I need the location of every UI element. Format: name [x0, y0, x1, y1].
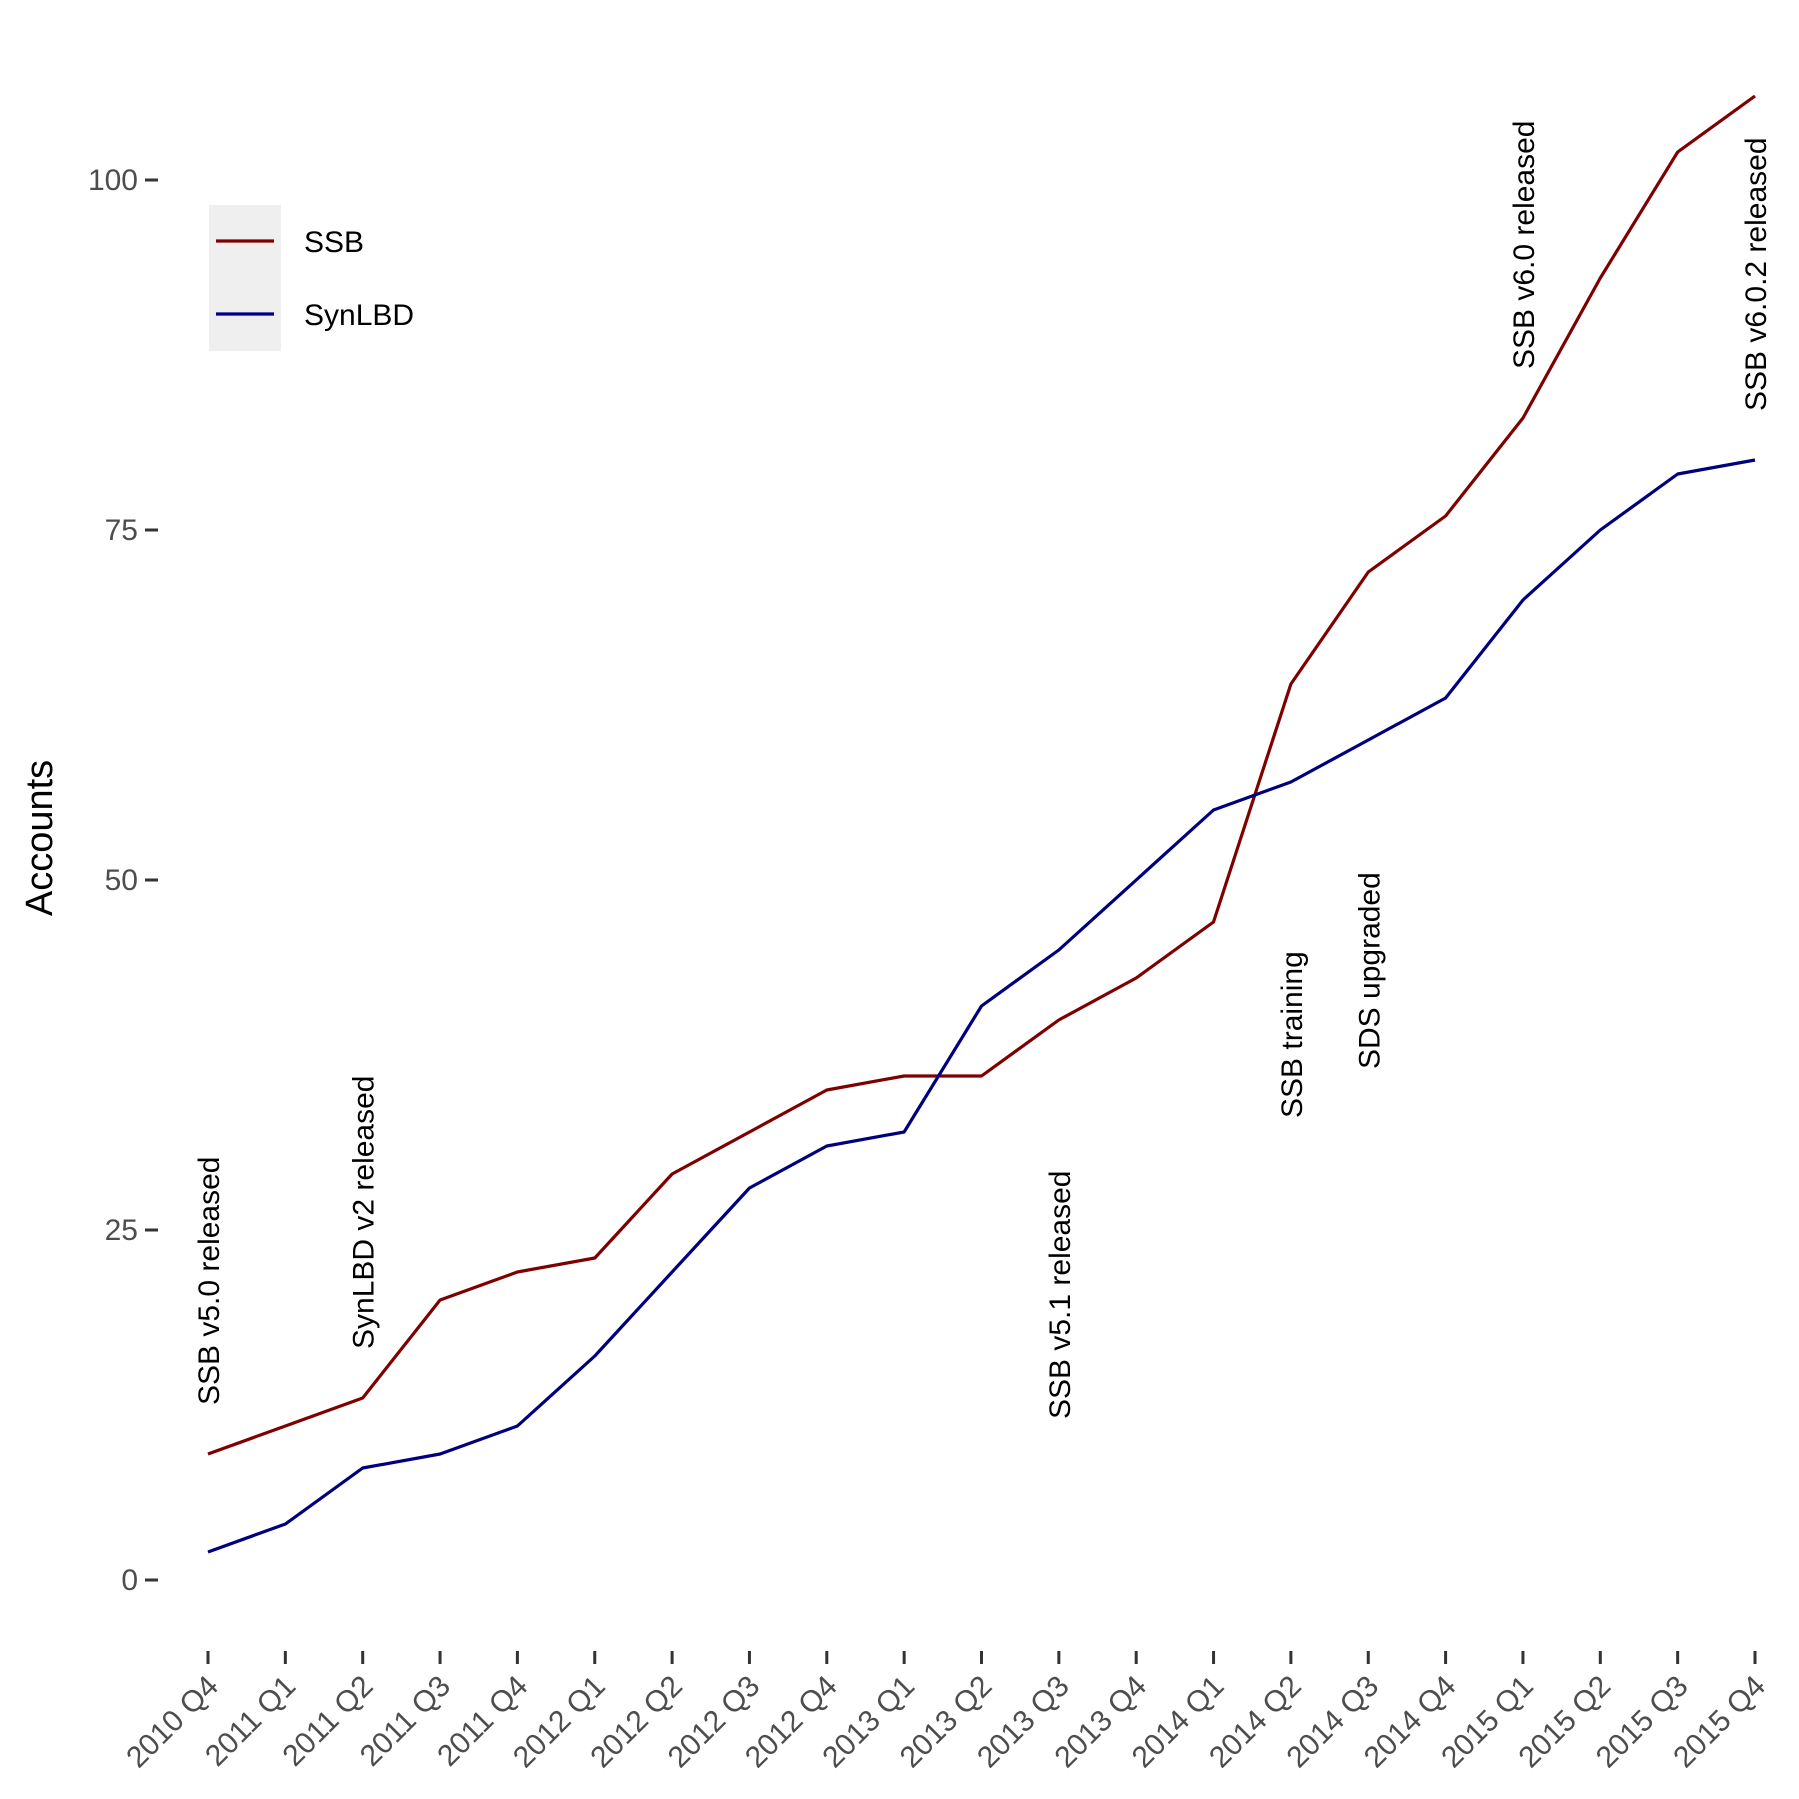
y-axis-label: Accounts	[19, 760, 61, 916]
annotation-label: SSB v6.0 released	[1508, 121, 1541, 369]
annotation-label: SynLBD v2 released	[348, 1076, 381, 1350]
y-tick-label: 0	[121, 1564, 138, 1597]
y-tick-label: 25	[105, 1214, 138, 1247]
annotation-label: SSB v5.0 released	[193, 1157, 226, 1405]
legend-label: SynLBD	[304, 299, 414, 332]
annotations: SSB v5.0 released SynLBD v2 released SSB v…	[193, 121, 1773, 1419]
annotation-label: SSB training	[1276, 951, 1309, 1118]
y-axis: 0 25 50 75 100	[88, 164, 158, 1597]
series-line-synlbd	[207, 458, 1756, 1554]
annotation-label: SSB v5.1 released	[1044, 1171, 1077, 1419]
annotation-label: SDS upgraded	[1353, 872, 1386, 1069]
annotation-label: SSB v6.0.2 released	[1740, 137, 1773, 411]
series-line-ssb	[207, 94, 1756, 1456]
y-tick-label: 75	[105, 514, 138, 547]
legend-label: SSB	[304, 226, 364, 259]
y-tick-label: 100	[88, 164, 138, 197]
legend: SSB SynLBD	[209, 205, 414, 351]
y-tick-label: 50	[105, 864, 138, 897]
series-layer	[207, 94, 1756, 1554]
legend-background	[209, 205, 281, 351]
